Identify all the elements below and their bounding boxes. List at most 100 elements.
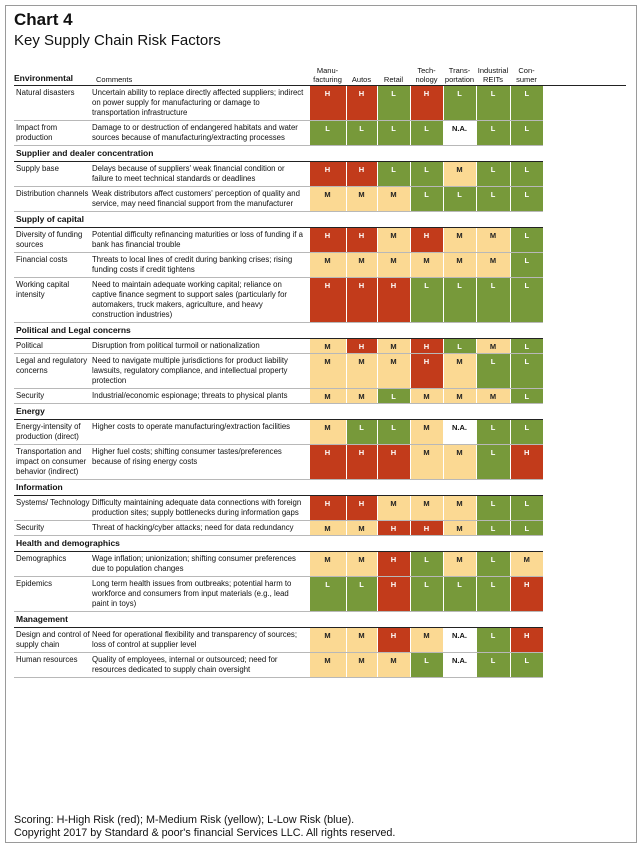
risk-score-cell: H — [376, 551, 410, 577]
risk-score-cell: H — [409, 227, 443, 253]
spacer — [543, 228, 626, 253]
risk-score-cell: M — [376, 495, 410, 521]
spacer — [543, 339, 626, 354]
spacer — [543, 146, 626, 162]
risk-score-cell: M — [409, 419, 443, 445]
risk-score-cell: L — [475, 353, 510, 389]
risk-score-cell: H — [376, 520, 410, 536]
risk-comment: Quality of employees, internal or outsou… — [90, 652, 309, 678]
risk-score-cell: M — [345, 520, 377, 536]
spacer — [543, 480, 626, 496]
risk-score-cell: L — [442, 86, 476, 121]
risk-score-cell: H — [376, 277, 410, 323]
spacer — [543, 354, 626, 389]
risk-factor-label: Epidemics — [14, 576, 90, 612]
risk-score-cell: M — [345, 388, 377, 404]
risk-score-cell: H — [308, 444, 346, 480]
chart-title: Key Supply Chain Risk Factors — [14, 32, 221, 49]
chart-number: Chart 4 — [14, 10, 73, 29]
risk-score-cell: M — [308, 627, 346, 653]
risk-factor-label: Transportation and impact on consumer be… — [14, 444, 90, 480]
table-row: Working capital intensity Need to maintai… — [14, 277, 626, 323]
risk-factor-label: Impact from production — [14, 120, 90, 146]
risk-score-cell: L — [509, 388, 543, 404]
risk-factor-label: Human resources — [14, 652, 90, 678]
risk-score-cell: L — [376, 388, 410, 404]
risk-comment: Wage inflation; unionization; shifting c… — [90, 551, 309, 577]
risk-score-cell: L — [475, 551, 510, 577]
risk-score-cell: N.A. — [442, 419, 476, 445]
risk-factor-label: Supply base — [14, 161, 90, 187]
risk-score-cell: M — [376, 652, 410, 678]
risk-score-cell: M — [376, 338, 410, 354]
risk-score-cell: H — [345, 444, 377, 480]
risk-score-cell: M — [442, 388, 476, 404]
risk-score-cell: L — [509, 161, 543, 187]
table-row: Transportation and impact on consumer be… — [14, 444, 626, 480]
risk-score-cell: L — [376, 161, 410, 187]
risk-score-cell: M — [409, 252, 443, 278]
risk-score-cell: M — [308, 551, 346, 577]
risk-comment: Delays because of suppliers' weak financ… — [90, 161, 309, 187]
risk-comment: Threat of hacking/cyber attacks; need fo… — [90, 520, 309, 536]
risk-comment: Disruption from political turmoil or nat… — [90, 338, 309, 354]
table-row: Systems/ Technology Difficulty maintainin… — [14, 495, 626, 521]
sector-header: Con-sumer — [510, 62, 543, 84]
risk-factor-label: Financial costs — [14, 252, 90, 278]
copyright-note: Copyright 2017 by Standard & poor's fina… — [14, 826, 396, 839]
spacer — [543, 628, 626, 653]
sector-header-line1: Con- — [518, 66, 535, 75]
risk-score-cell: L — [475, 444, 510, 480]
table-row: Diversity of funding sources Potential di… — [14, 227, 626, 253]
risk-comment: Higher fuel costs; shifting consumer tas… — [90, 444, 309, 480]
table-row: Energy-intensity of production (direct) H… — [14, 419, 626, 445]
risk-score-cell: L — [345, 120, 377, 146]
risk-score-cell: L — [409, 120, 443, 146]
risk-score-cell: H — [409, 86, 443, 121]
table-row: Financial costs Threats to local lines of… — [14, 252, 626, 278]
risk-score-cell: H — [308, 495, 346, 521]
risk-score-cell: M — [308, 186, 346, 212]
risk-comment: Damage to or destruction of endangered h… — [90, 120, 309, 146]
risk-comment: Long term health issues from outbreaks; … — [90, 576, 309, 612]
spacer — [543, 521, 626, 536]
risk-score-cell: M — [509, 551, 543, 577]
spacer — [543, 187, 626, 212]
sector-header-line1: Tech- — [417, 66, 436, 75]
category-title: Supplier and dealer concentration — [14, 145, 543, 162]
category-header-row: Information — [14, 479, 626, 496]
category-header-row: Management — [14, 611, 626, 628]
risk-score-cell: N.A. — [442, 652, 476, 678]
category-title: Energy — [14, 403, 543, 420]
category-header-row: Health and demographics — [14, 535, 626, 552]
category-header-row: Political and Legal concerns — [14, 322, 626, 339]
risk-score-cell: M — [345, 551, 377, 577]
risk-score-cell: L — [509, 495, 543, 521]
risk-comment: Difficulty maintaining adequate data con… — [90, 495, 309, 521]
risk-factor-label: Security — [14, 520, 90, 536]
scoring-note: Scoring: H-High Risk (red); M-Medium Ris… — [14, 814, 355, 826]
risk-factor-label: Design and control of supply chain — [14, 627, 90, 653]
risk-score-cell: L — [376, 86, 410, 121]
risk-score-cell: L — [509, 419, 543, 445]
risk-factor-label: Legal and regulatory concerns — [14, 353, 90, 389]
risk-score-cell: L — [409, 551, 443, 577]
spacer — [543, 404, 626, 420]
spacer — [543, 162, 626, 187]
table-row: Distribution channels Weak distributors a… — [14, 186, 626, 212]
chart-frame — [5, 5, 637, 843]
risk-score-cell: L — [509, 338, 543, 354]
category-title: Information — [14, 479, 543, 496]
risk-comment: Higher costs to operate manufacturing/ex… — [90, 419, 309, 445]
risk-score-cell: H — [409, 338, 443, 354]
risk-score-cell: H — [308, 277, 346, 323]
column-header: Environmental Comments Manu-facturing Au… — [14, 62, 626, 84]
risk-score-cell: L — [509, 186, 543, 212]
spacer — [543, 212, 626, 228]
sector-header: Manu-facturing — [309, 62, 346, 84]
spacer — [543, 552, 626, 577]
risk-score-cell: L — [475, 277, 510, 323]
risk-score-cell: M — [376, 353, 410, 389]
risk-score-cell: M — [308, 520, 346, 536]
risk-score-cell: L — [475, 86, 510, 121]
